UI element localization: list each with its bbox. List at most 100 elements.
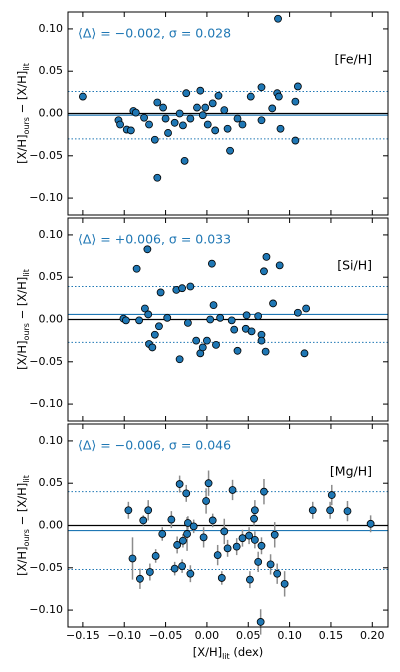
point bbox=[179, 536, 187, 545]
point bbox=[276, 124, 285, 133]
point bbox=[124, 506, 133, 515]
point bbox=[266, 560, 275, 569]
point bbox=[183, 530, 191, 538]
y-axis-label-part: [X/H] bbox=[15, 340, 29, 369]
point bbox=[150, 135, 159, 144]
point bbox=[179, 121, 187, 130]
x-tick-label: 0.10 bbox=[277, 629, 302, 642]
point bbox=[262, 253, 271, 261]
x-tick-label: −0.15 bbox=[66, 629, 100, 642]
x-tick-label: 0.15 bbox=[319, 629, 344, 642]
point bbox=[144, 506, 153, 515]
point bbox=[343, 507, 352, 516]
point bbox=[327, 491, 336, 499]
point bbox=[196, 86, 205, 95]
point bbox=[189, 522, 198, 531]
x-axis-label-part: lit bbox=[222, 652, 230, 661]
point bbox=[153, 173, 162, 182]
y-tick-label: −0.05 bbox=[29, 149, 63, 162]
point bbox=[148, 343, 157, 352]
annotation: ⟨Δ⟩ = −0.002, σ = 0.028 bbox=[78, 26, 231, 41]
point bbox=[270, 530, 279, 539]
y-axis-label-part: [X/H] bbox=[15, 546, 29, 575]
point bbox=[170, 118, 179, 127]
point bbox=[207, 259, 216, 268]
point bbox=[260, 267, 268, 276]
y-tick-label: 0.00 bbox=[39, 519, 64, 532]
point bbox=[223, 124, 232, 133]
point bbox=[300, 349, 309, 358]
point bbox=[198, 111, 207, 120]
point bbox=[273, 569, 282, 578]
point bbox=[257, 83, 266, 92]
point bbox=[183, 519, 192, 527]
point bbox=[366, 519, 375, 528]
point bbox=[161, 114, 170, 123]
point bbox=[233, 346, 242, 355]
point bbox=[178, 284, 187, 293]
y-axis-label-part: ours bbox=[22, 323, 31, 340]
point bbox=[226, 146, 234, 155]
point bbox=[167, 515, 176, 524]
point bbox=[220, 527, 229, 536]
y-axis-label-part: ours bbox=[22, 117, 31, 134]
point bbox=[140, 304, 149, 313]
point bbox=[144, 310, 153, 319]
point bbox=[238, 120, 247, 129]
annotation: ⟨Δ⟩ = +0.006, σ = 0.033 bbox=[78, 232, 231, 247]
point bbox=[116, 120, 124, 129]
y-tick-label: −0.05 bbox=[29, 355, 63, 368]
point bbox=[203, 336, 211, 345]
point bbox=[178, 562, 187, 570]
y-tick-label: 0.05 bbox=[39, 270, 64, 283]
point bbox=[250, 514, 258, 523]
point bbox=[228, 486, 237, 494]
point bbox=[170, 564, 179, 573]
point bbox=[227, 316, 236, 325]
point bbox=[275, 261, 284, 270]
point bbox=[257, 116, 266, 125]
point bbox=[175, 109, 184, 118]
point bbox=[175, 355, 184, 364]
point bbox=[135, 316, 144, 325]
point bbox=[293, 308, 302, 317]
point bbox=[182, 89, 191, 98]
y-axis-label-part: − [X/H] bbox=[15, 71, 29, 117]
panel-label: [Mg/H] bbox=[330, 464, 372, 479]
panel-label: [Si/H] bbox=[337, 258, 372, 273]
point bbox=[192, 336, 201, 345]
point bbox=[302, 304, 311, 313]
point bbox=[242, 311, 251, 320]
y-tick-label: 0.00 bbox=[39, 107, 64, 120]
point bbox=[198, 343, 207, 352]
point bbox=[269, 299, 277, 308]
point bbox=[246, 575, 254, 584]
point bbox=[216, 313, 225, 322]
point bbox=[128, 554, 137, 563]
point bbox=[211, 126, 220, 135]
point bbox=[163, 313, 172, 322]
y-tick-label: −0.10 bbox=[29, 603, 63, 616]
point bbox=[214, 91, 223, 100]
point bbox=[145, 568, 154, 576]
point bbox=[232, 542, 241, 551]
point bbox=[268, 104, 277, 113]
y-axis-label: [X/H]ours − [X/H]lit bbox=[15, 269, 32, 370]
point bbox=[186, 114, 195, 123]
annotation: ⟨Δ⟩ = −0.006, σ = 0.046 bbox=[78, 438, 231, 453]
point bbox=[78, 92, 87, 101]
point bbox=[233, 114, 242, 123]
point bbox=[213, 551, 222, 560]
point bbox=[145, 120, 153, 129]
point bbox=[257, 336, 266, 345]
point bbox=[158, 530, 167, 538]
x-axis-label: [X/H]lit (dex) bbox=[193, 645, 264, 662]
point bbox=[151, 552, 160, 560]
point bbox=[186, 282, 195, 291]
point bbox=[230, 325, 239, 334]
point bbox=[291, 97, 300, 106]
point bbox=[274, 14, 282, 23]
x-axis-label-part: (dex) bbox=[230, 645, 264, 659]
y-tick-label: −0.10 bbox=[29, 191, 63, 204]
